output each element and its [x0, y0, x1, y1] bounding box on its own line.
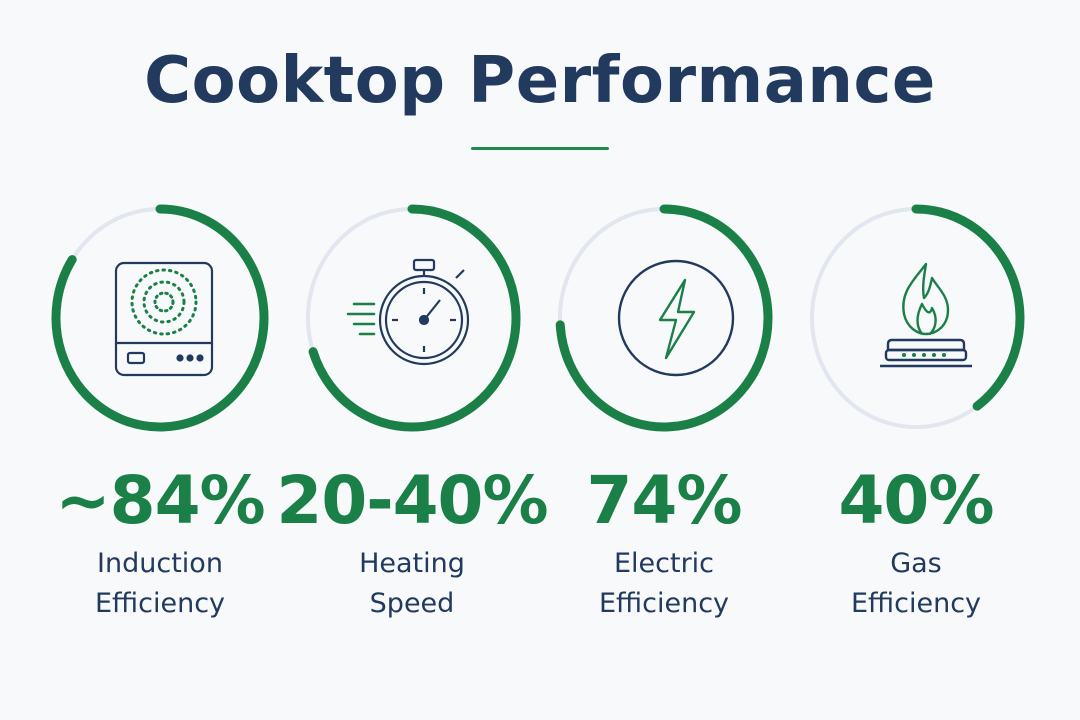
stat-value: 20-40% — [276, 462, 548, 539]
lightning-bolt-icon — [617, 259, 735, 377]
stat-label-line2: Efficiency — [598, 588, 730, 619]
stat-card-gas: 40% Gas Efficiency — [796, 200, 1036, 630]
stat-card-heating-speed: 20-40% Heating Speed — [276, 200, 549, 630]
progress-ring-induction — [51, 204, 269, 432]
stat-label-line2: Speed — [369, 588, 455, 619]
title-underline — [471, 147, 609, 150]
stat-label-line1: Gas — [890, 548, 942, 579]
progress-ring-gas — [810, 204, 1025, 429]
ring-progress-arc — [308, 204, 521, 432]
stat-value: ~84% — [55, 462, 265, 539]
ring-progress-arc — [911, 204, 1025, 411]
induction-cooktop-icon — [114, 261, 214, 377]
stopwatch-icon — [346, 258, 470, 366]
progress-ring-electric — [555, 204, 773, 432]
ring-progress-arc — [51, 204, 269, 432]
ring-progress-arc — [555, 204, 773, 432]
stat-label-line1: Heating — [359, 548, 465, 579]
stat-label-line1: Electric — [613, 548, 715, 579]
page-title: Cooktop Performance — [144, 44, 936, 118]
stat-label-line2: Efficiency — [94, 588, 226, 619]
stat-label-line1: Induction — [97, 548, 223, 579]
stat-card-induction: ~84% Induction Efficiency — [40, 200, 280, 630]
stat-card-electric: 74% Electric Efficiency — [544, 200, 784, 630]
stat-value: 74% — [586, 462, 743, 539]
stat-value: 40% — [838, 462, 995, 539]
progress-ring-heating-speed — [306, 204, 521, 432]
gas-flame-icon — [880, 262, 972, 368]
stat-label-line2: Efficiency — [850, 588, 982, 619]
